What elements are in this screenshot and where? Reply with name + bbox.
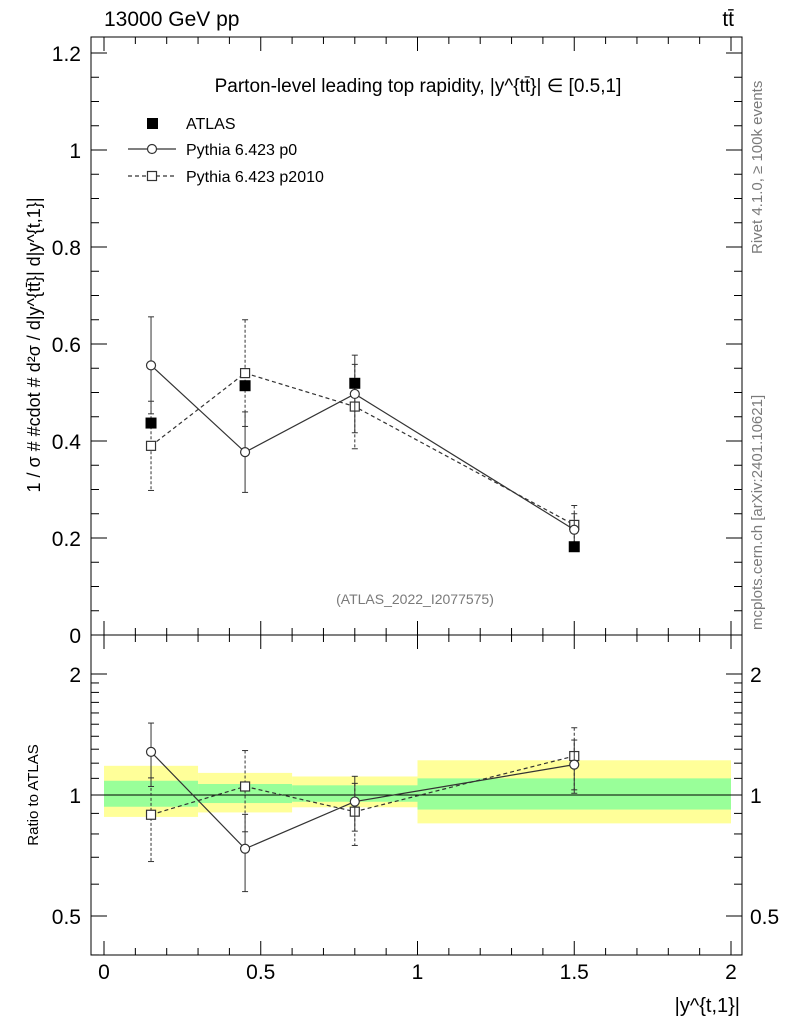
main-axis-ticks: [91, 37, 742, 636]
data-point-ratio-pythia-p2010: [239, 781, 251, 792]
x-tick-label: 1.5: [560, 961, 589, 984]
data-point-ratio-pythia-p0: [569, 759, 580, 770]
x-tick-label: 0: [98, 961, 110, 984]
series-pythia-p0: [145, 316, 580, 547]
rivet-version-label: Rivet 4.1.0, ≥ 100k events: [749, 81, 766, 254]
main-y-tick-label: 0.6: [52, 334, 81, 357]
ratio-y-axis-label: Ratio to ATLAS: [25, 744, 42, 845]
ratio-y-tick-label-right: 1: [750, 785, 762, 808]
data-point-ratio-pythia-p0: [145, 746, 157, 758]
legend-item-pythia-p0: Pythia 6.423 p0: [128, 142, 297, 159]
x-tick-label: 0.5: [246, 961, 275, 984]
series-pythia-p2010: [145, 319, 580, 545]
data-point-atlas: [349, 377, 361, 389]
x-tick-label: 2: [725, 961, 737, 984]
mcplots-source-label: mcplots.cern.ch [arXiv:2401.10621]: [749, 395, 766, 630]
analysis-watermark: (ATLAS_2022_I2077575): [336, 591, 494, 607]
x-axis-label: |y^{t,1}|: [675, 995, 740, 1017]
legend-marker-atlas: [147, 118, 158, 129]
x-tick-labels: 0 0.5 1 1.5 2: [98, 961, 737, 984]
legend-item-pythia-p2010: Pythia 6.423 p2010: [128, 169, 324, 186]
main-y-tick-label: 1.2: [52, 43, 81, 66]
main-y-tick-label: 0.8: [52, 237, 81, 260]
ratio-y-tick-labels: 0.5 0.5 1 1 2 2: [52, 664, 779, 929]
data-point-atlas: [239, 380, 251, 392]
ratio-y-tick-label: 2: [69, 664, 81, 687]
main-y-tick-label: 0.4: [52, 431, 82, 454]
legend-label-atlas: ATLAS: [186, 116, 236, 133]
main-plot-title: Parton-level leading top rapidity, |y^{t…: [215, 76, 622, 97]
data-point-pythia-p0: [145, 360, 157, 371]
main-y-tick-label: 0: [69, 625, 81, 648]
main-y-axis-label: 1 / σ # #cdot # d²σ / d|y^{tt̄}| d|y^{t,…: [24, 198, 44, 493]
data-point-atlas: [568, 541, 580, 553]
data-point-pythia-p2010: [239, 368, 251, 379]
series-line-ratio-pythia-p0: [150, 751, 575, 850]
ratio-axis-ticks: [91, 635, 742, 956]
legend-marker-pythia-p0: [146, 143, 158, 155]
legend-label-pythia-p0: Pythia 6.423 p0: [186, 142, 297, 159]
series-ratio-pythia-p0: [145, 722, 580, 893]
series-atlas: [145, 377, 580, 553]
main-series-layer: [145, 316, 580, 553]
data-point-ratio-pythia-p0: [349, 796, 360, 807]
ratio-uncertainty-bands: [104, 760, 731, 824]
energy-label: 13000 GeV pp: [104, 8, 239, 31]
data-point-pythia-p2010: [145, 440, 157, 451]
ratio-series-layer: [145, 722, 580, 893]
main-y-tick-label: 0.2: [52, 528, 81, 551]
series-line-pythia-p0: [150, 364, 575, 531]
main-y-tick-label: 1: [69, 140, 81, 163]
ratio-y-tick-label-right: 0.5: [750, 906, 779, 929]
main-y-tick-labels: 0 0.2 0.4 0.6 0.8 1 1.2: [52, 43, 82, 648]
legend-marker-pythia-p2010: [146, 170, 158, 182]
data-point-pythia-p0: [569, 524, 580, 535]
data-point-pythia-p0: [239, 447, 251, 458]
process-label: tt̄: [722, 8, 734, 31]
legend-item-atlas: ATLAS: [147, 116, 236, 133]
series-line-pythia-p2010: [150, 372, 575, 526]
x-tick-label: 1: [412, 961, 424, 984]
data-point-ratio-pythia-p2010: [145, 809, 157, 820]
ratio-y-tick-label: 1: [69, 785, 81, 808]
legend: ATLAS Pythia 6.423 p0 Pythia 6.423 p2010: [128, 116, 324, 186]
data-point-ratio-pythia-p0: [239, 843, 251, 854]
legend-label-pythia-p2010: Pythia 6.423 p2010: [186, 169, 324, 186]
data-point-atlas: [145, 417, 157, 429]
data-point-pythia-p0: [349, 388, 360, 400]
ratio-y-tick-label-right: 2: [750, 664, 762, 687]
ratio-y-tick-label: 0.5: [52, 906, 81, 929]
